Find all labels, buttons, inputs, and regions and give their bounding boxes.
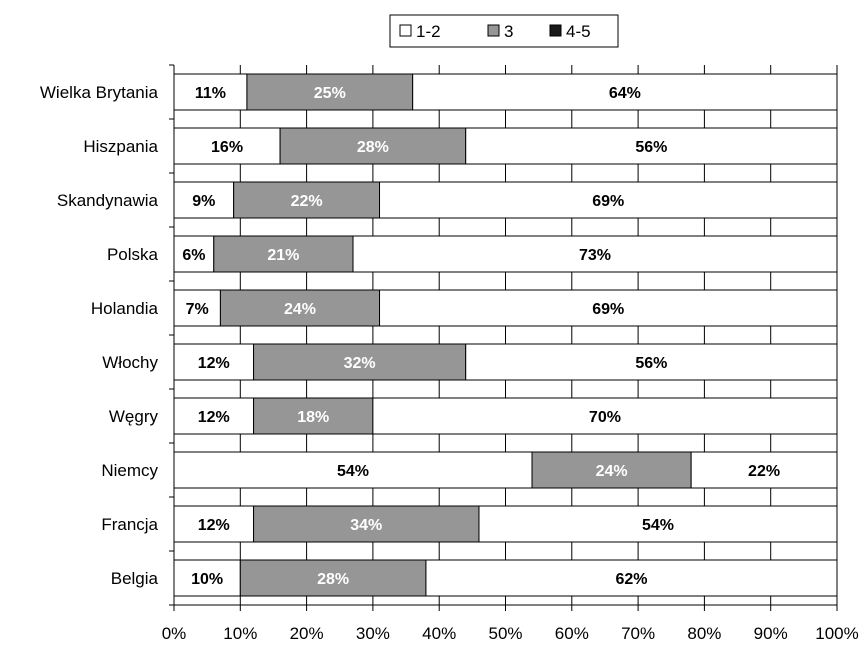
legend: 1-2 3 4-5 (389, 14, 619, 48)
legend-swatch-3 (487, 24, 500, 37)
legend-label-4-5: 4-5 (566, 22, 591, 41)
category-label-1: Hiszpania (83, 137, 158, 156)
data-label-4-5-9: 62% (615, 571, 647, 588)
bar-4-5-0 (412, 73, 838, 111)
data-label-4-5-4: 69% (592, 301, 624, 318)
data-label-3-4: 24% (284, 301, 316, 318)
data-label-1-2-9: 10% (191, 571, 223, 588)
data-label-3-3: 21% (267, 247, 299, 264)
bar-3-2 (233, 181, 381, 219)
category-label-2: Skandynawia (57, 191, 159, 210)
bar-4-5-2 (379, 181, 838, 219)
x-tick-label-90: 90% (754, 624, 788, 643)
category-label-4: Holandia (91, 299, 159, 318)
category-label-6: Węgry (109, 407, 159, 426)
category-label-3: Polska (107, 245, 159, 264)
x-tick-label-20: 20% (290, 624, 324, 643)
data-label-3-9: 28% (317, 571, 349, 588)
data-label-1-2-4: 7% (186, 301, 209, 318)
bar-4-5-7 (690, 451, 838, 489)
bar-3-4 (219, 289, 381, 327)
data-label-4-5-1: 56% (635, 139, 667, 156)
bar-4-5-1 (465, 127, 838, 165)
data-label-1-2-0: 11% (195, 85, 226, 102)
x-tick-label-100: 100% (815, 624, 858, 643)
x-tick-label-70: 70% (621, 624, 655, 643)
bar-4-5-4 (379, 289, 838, 327)
data-label-4-5-2: 69% (592, 193, 624, 210)
legend-label-3: 3 (504, 22, 513, 41)
data-label-4-5-0: 64% (609, 85, 641, 102)
x-tick-label-0: 0% (162, 624, 187, 643)
data-label-1-2-2: 9% (192, 193, 215, 210)
data-label-1-2-1: 16% (211, 139, 243, 156)
x-tick-label-50: 50% (488, 624, 522, 643)
bar-1-2-3 (173, 235, 215, 273)
bar-1-2-7 (173, 451, 533, 489)
data-label-1-2-3: 6% (182, 247, 205, 264)
data-label-3-2: 22% (291, 193, 323, 210)
category-label-0: Wielka Brytania (40, 83, 159, 102)
category-label-7: Niemcy (101, 461, 158, 480)
data-label-3-0: 25% (314, 85, 346, 102)
data-label-1-2-8: 12% (198, 517, 230, 534)
x-tick-label-30: 30% (356, 624, 390, 643)
bar-3-6 (253, 397, 374, 435)
legend-label-1-2: 1-2 (416, 22, 441, 41)
bar-3-3 (213, 235, 354, 273)
bar-1-2-8 (173, 505, 255, 543)
data-label-4-5-8: 54% (642, 517, 674, 534)
legend-swatch-4-5 (549, 24, 562, 37)
data-label-3-1: 28% (357, 139, 389, 156)
bar-1-2-1 (173, 127, 281, 165)
x-tick-label-10: 10% (223, 624, 257, 643)
data-label-3-7: 24% (596, 463, 628, 480)
x-tick-label-60: 60% (555, 624, 589, 643)
data-label-4-5-7: 22% (748, 463, 780, 480)
bar-4-5-3 (352, 235, 838, 273)
data-label-1-2-5: 12% (198, 355, 230, 372)
bars: 11% 25% 64% 16% 28% 56% 9% 22% 69% 6% 21% 73% 7% 24% 6… (173, 73, 838, 597)
bar-4-5-6 (372, 397, 838, 435)
bar-4-5-9 (425, 559, 838, 597)
bar-3-8 (253, 505, 480, 543)
bar-3-0 (246, 73, 414, 111)
data-label-4-5-5: 56% (635, 355, 667, 372)
bar-4-5-8 (478, 505, 838, 543)
category-label-9: Belgia (111, 569, 159, 588)
axes: Wielka Brytania Hiszpania Skandynawia Polsk… (40, 64, 859, 643)
data-label-4-5-6: 70% (589, 409, 621, 426)
bar-4-5-5 (465, 343, 838, 381)
bar-3-9 (239, 559, 427, 597)
data-label-3-5: 32% (344, 355, 376, 372)
legend-box (389, 14, 619, 48)
data-label-1-2-7: 54% (337, 463, 369, 480)
bar-1-2-4 (173, 289, 221, 327)
bar-1-2-6 (173, 397, 255, 435)
data-label-4-5-3: 73% (579, 247, 611, 264)
bar-3-1 (279, 127, 467, 165)
data-label-3-6: 18% (297, 409, 329, 426)
legend-swatch-1-2 (399, 24, 412, 37)
data-label-3-8: 34% (350, 517, 382, 534)
x-tick-label-40: 40% (422, 624, 456, 643)
category-label-8: Francja (101, 515, 158, 534)
category-label-5: Włochy (102, 353, 158, 372)
bar-3-7 (531, 451, 692, 489)
data-label-1-2-6: 12% (198, 409, 230, 426)
x-tick-label-80: 80% (687, 624, 721, 643)
